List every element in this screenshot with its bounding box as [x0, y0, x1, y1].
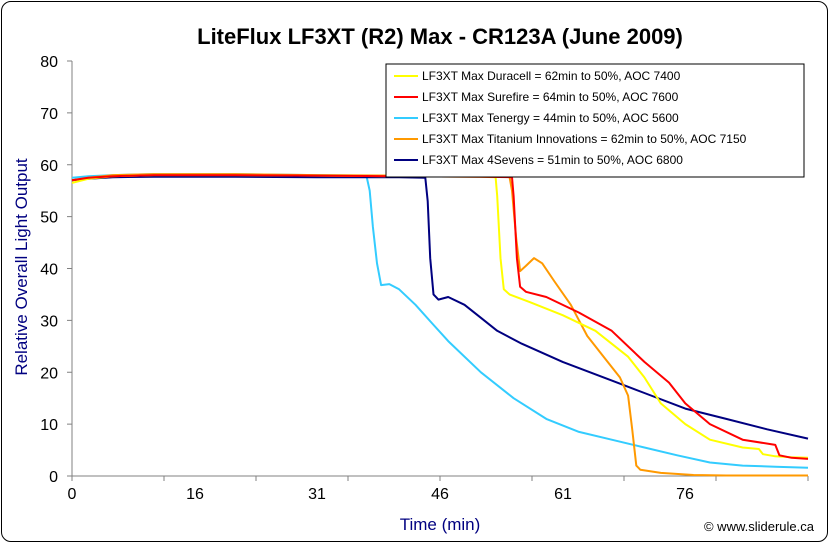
series-line [71, 174, 809, 460]
y-tick-label: 10 [40, 417, 58, 434]
axes: 0 10 20 30 40 50 60 70 80 0 16 31 46 61 76 [40, 54, 809, 503]
y-tick-label: 80 [40, 54, 58, 71]
series-line [71, 175, 809, 440]
legend-box [385, 63, 805, 178]
x-tick-label: 76 [676, 486, 694, 503]
legend-label: LF3XT Max 4Sevens = 51min to 50%, AOC 68… [422, 153, 683, 167]
legend-label: LF3XT Max Surefire = 64min to 50%, AOC 7… [422, 90, 679, 104]
credit-text: © www.sliderule.ca [704, 519, 815, 534]
x-tick-label: 0 [68, 486, 77, 503]
x-tick-label: 61 [554, 486, 572, 503]
x-axis-label: Time (min) [400, 515, 481, 534]
legend: LF3XT Max Duracell = 62min to 50%, AOC 7… [385, 63, 805, 178]
y-tick-label: 20 [40, 365, 58, 382]
y-tick-label: 40 [40, 262, 58, 279]
y-tick-label: 70 [40, 106, 58, 123]
y-tick-label: 50 [40, 210, 58, 227]
y-tick-label: 60 [40, 158, 58, 175]
series-layer [71, 173, 809, 477]
y-axis-label: Relative Overall Light Output [12, 158, 31, 376]
x-tick-label: 46 [431, 486, 449, 503]
chart-title: LiteFlux LF3XT (R2) Max - CR123A (June 2… [197, 24, 683, 49]
x-tick-label: 16 [186, 486, 204, 503]
y-tick-label: 0 [49, 469, 58, 486]
legend-label: LF3XT Max Duracell = 62min to 50%, AOC 7… [422, 69, 681, 83]
y-tick-label: 30 [40, 313, 58, 330]
legend-label: LF3XT Max Tenergy = 44min to 50%, AOC 56… [422, 111, 679, 125]
x-tick-label: 31 [308, 486, 326, 503]
legend-label: LF3XT Max Titanium Innovations = 62min t… [422, 132, 747, 146]
